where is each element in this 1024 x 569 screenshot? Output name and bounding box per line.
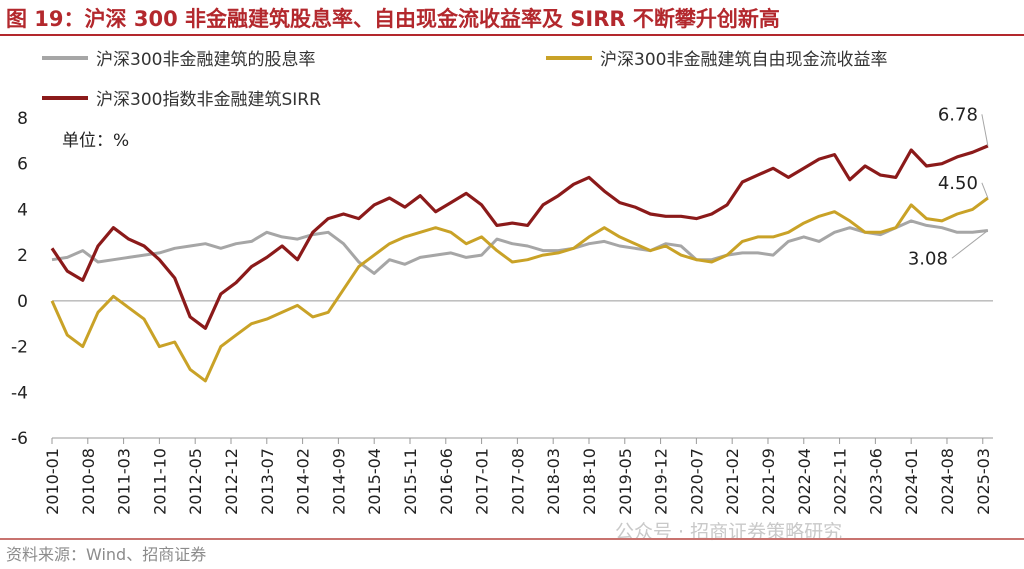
legend-item-sirr: 沪深300指数非金融建筑SIRR xyxy=(42,85,321,110)
x-tick-label: 2010-01 xyxy=(43,448,62,515)
x-tick-label: 2021-02 xyxy=(723,448,742,515)
x-tick-label: 2015-04 xyxy=(365,448,384,515)
x-axis: 2010-01 2010-08 2011-03 2011-10 2012-05 2012-… xyxy=(43,300,993,515)
end-label-dividend-yield: 3.08 xyxy=(908,248,948,269)
x-tick-label: 2019-12 xyxy=(652,448,671,515)
x-tick-label: 2014-09 xyxy=(329,448,348,515)
bottom-divider xyxy=(0,538,1024,540)
leader-line-sirr xyxy=(981,114,989,146)
leader-line-fcf-yield xyxy=(981,182,989,199)
leader-line-dividend-yield xyxy=(951,230,989,259)
x-tick-label: 2023-06 xyxy=(866,448,885,515)
x-tick-label: 2012-12 xyxy=(222,448,241,515)
x-tick-label: 2019-05 xyxy=(616,448,635,515)
end-label-sirr: 6.78 xyxy=(938,104,978,125)
figure-title: 图 19：沪深 300 非金融建筑股息率、自由现金流收益率及 SIRR 不断攀升… xyxy=(6,7,780,31)
legend-swatch-fcf-yield xyxy=(546,55,592,60)
x-tick-label: 2022-11 xyxy=(831,448,850,515)
x-tick-label: 2015-11 xyxy=(401,448,420,515)
x-tick-label: 2022-04 xyxy=(795,448,814,515)
x-tick-label: 2018-10 xyxy=(580,448,599,515)
legend-label-sirr: 沪深300指数非金融建筑SIRR xyxy=(96,90,321,110)
y-tick-label: -2 xyxy=(11,338,28,358)
x-tick-label: 2024-01 xyxy=(902,448,921,515)
y-axis: -6 -4 -2 0 2 4 6 8 xyxy=(11,109,28,449)
title-divider xyxy=(0,34,1024,36)
legend-label-fcf-yield: 沪深300非金融建筑自由现金流收益率 xyxy=(600,50,888,70)
end-labels: 3.08 4.50 6.78 xyxy=(908,104,989,269)
legend-item-fcf-yield: 沪深300非金融建筑自由现金流收益率 xyxy=(546,45,887,70)
x-tick-label: 2021-09 xyxy=(759,448,778,515)
x-tick-label: 2016-06 xyxy=(437,448,456,515)
y-tick-label: -4 xyxy=(11,383,28,403)
x-tick-label: 2011-03 xyxy=(115,448,134,515)
x-tick-label: 2017-01 xyxy=(473,448,492,515)
legend-swatch-sirr xyxy=(42,95,88,100)
x-tick-label: 2025-03 xyxy=(974,448,993,515)
x-tick-label: 2020-07 xyxy=(687,448,706,515)
y-tick-label: -6 xyxy=(11,429,28,449)
x-tick-label: 2013-07 xyxy=(258,448,277,515)
legend-swatch-dividend-yield xyxy=(42,55,88,60)
series-line-dividend-yield xyxy=(51,219,989,275)
x-tick-label: 2011-10 xyxy=(150,448,169,515)
y-tick-label: 2 xyxy=(17,246,28,266)
x-tick-label: 2024-08 xyxy=(938,448,957,515)
end-label-fcf-yield: 4.50 xyxy=(938,173,978,194)
x-tick-label: 2014-02 xyxy=(294,448,313,515)
series-line-sirr xyxy=(50,144,989,330)
series-lines xyxy=(50,144,989,383)
series-line-fcf-yield xyxy=(50,196,989,383)
x-tick-label: 2012-05 xyxy=(186,448,205,515)
line-chart: -6 -4 -2 0 2 4 6 8 2010-01 2010-08 2011-03 2011-10… xyxy=(11,104,993,515)
x-tick-label: 2010-08 xyxy=(79,448,98,515)
y-tick-label: 4 xyxy=(17,200,28,220)
legend-item-dividend-yield: 沪深300非金融建筑的股息率 xyxy=(42,45,315,70)
source-note: 资料来源：Wind、招商证券 xyxy=(6,545,207,564)
y-tick-label: 6 xyxy=(17,155,28,175)
unit-label: 单位：% xyxy=(62,131,129,151)
watermark: 公众号 · 招商证券策略研究 xyxy=(615,521,843,543)
x-tick-label: 2018-03 xyxy=(544,448,563,515)
y-tick-label: 8 xyxy=(17,109,28,129)
y-tick-label: 0 xyxy=(17,292,28,312)
legend-label-dividend-yield: 沪深300非金融建筑的股息率 xyxy=(96,50,316,70)
x-tick-label: 2017-08 xyxy=(508,448,527,515)
